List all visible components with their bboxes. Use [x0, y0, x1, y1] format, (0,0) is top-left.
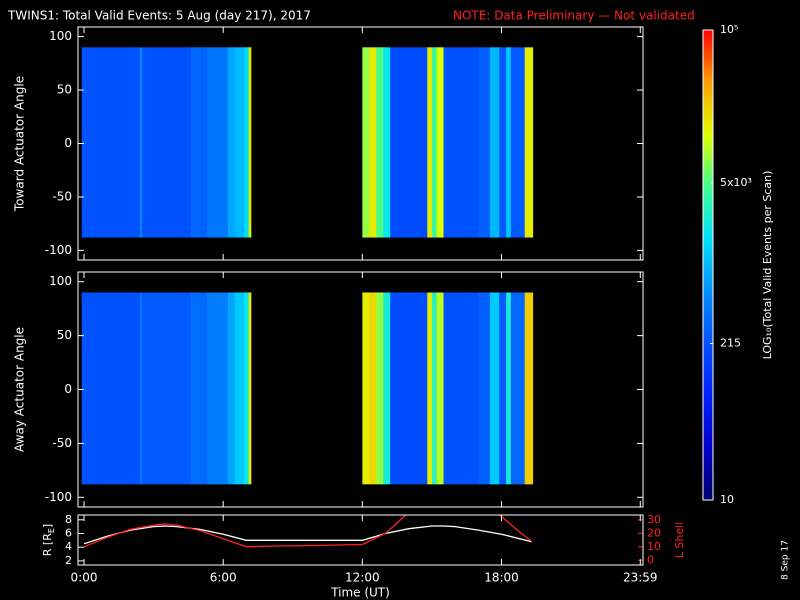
y-tick-label: 0 — [64, 136, 72, 150]
y-tick-label: -50 — [52, 436, 72, 450]
heat-cell — [199, 47, 208, 238]
heat-cell — [227, 47, 236, 238]
y2-tick-label: 30 — [647, 513, 661, 526]
heat-cell — [478, 47, 491, 238]
heat-cell — [244, 292, 250, 485]
heat-cell — [443, 47, 479, 238]
heat-cell — [190, 292, 201, 485]
heat-cell — [390, 47, 428, 238]
y-axis-label: Toward Actuator Angle — [13, 76, 27, 212]
title: TWINS1: Total Valid Events: 5 Aug (day 2… — [7, 9, 311, 23]
heat-cell — [427, 292, 433, 485]
plot-area — [83, 515, 533, 548]
heat-cell — [244, 47, 250, 238]
heat-cell — [362, 292, 370, 485]
heat-cell — [383, 292, 391, 485]
heat-cell — [142, 47, 192, 238]
heat-cell — [369, 47, 377, 238]
heat-cell — [234, 292, 245, 485]
y-tick-label: 50 — [57, 83, 72, 97]
y-axis-label: Away Actuator Angle — [13, 327, 27, 452]
heat-cell — [376, 47, 384, 238]
colorbar-tick-label: 10 — [720, 493, 734, 506]
label-part: ] — [41, 524, 54, 528]
heat-cell — [510, 292, 526, 485]
y-tick-label: 100 — [49, 274, 72, 288]
heat-cell — [248, 47, 252, 238]
heat-cell — [369, 292, 377, 485]
x-tick-label: 18:00 — [484, 571, 519, 585]
heat-cell — [139, 292, 143, 485]
y-tick-label: -100 — [45, 490, 72, 504]
y-tick-label: 4 — [65, 540, 72, 553]
heat-cell — [524, 47, 534, 238]
heat-cell — [390, 292, 428, 485]
heat-cell — [431, 47, 437, 238]
y2-tick-label: 20 — [647, 526, 661, 539]
y-tick-label: 0 — [64, 382, 72, 396]
heat-cell — [142, 292, 192, 485]
heat-cell — [436, 292, 444, 485]
heat-cell — [431, 292, 437, 485]
y-tick-label: 100 — [49, 29, 72, 43]
note: NOTE: Data Preliminary — Not validated — [453, 9, 695, 23]
colorbar-tick-label: 215 — [720, 336, 741, 349]
heat-cell — [489, 47, 500, 238]
heat-cell — [510, 47, 526, 238]
heat-cell — [139, 47, 143, 238]
heat-cell — [427, 47, 433, 238]
y-axis-label: R [RE] — [41, 524, 56, 556]
heat-cell — [478, 292, 491, 485]
heat-cell — [443, 292, 479, 485]
heat-cell — [506, 47, 512, 238]
y2-tick-label: 10 — [647, 540, 661, 553]
plot-frame — [77, 514, 644, 566]
colorbar — [702, 29, 714, 501]
y-tick-label: 50 — [57, 328, 72, 342]
heat-cell — [81, 292, 140, 485]
heat-cell — [506, 292, 512, 485]
x-tick-label: 23:59 — [623, 571, 658, 585]
x-tick-label: 6:00 — [210, 571, 237, 585]
y-tick-label: 6 — [65, 526, 72, 539]
heat-cell — [376, 292, 384, 485]
heat-cell — [81, 47, 140, 238]
heat-cell — [248, 292, 252, 485]
heat-cell — [199, 292, 208, 485]
label-part: R [R — [41, 533, 54, 556]
x-axis-label: Time (UT) — [330, 586, 390, 600]
colorbar-label: LOG₁₀(Total Valid Events per Scan) — [761, 171, 774, 360]
heat-cell — [499, 292, 507, 485]
series-line — [83, 525, 532, 545]
heat-cell — [190, 47, 201, 238]
heat-cell — [499, 47, 507, 238]
colorbar-tick-label: 5x10³ — [720, 176, 752, 189]
heat-cell — [436, 47, 444, 238]
date-stamp: 8 Sep 17 — [781, 540, 791, 580]
heat-cell — [234, 47, 245, 238]
colorbar-tick-label: 10⁵ — [720, 23, 738, 36]
y-tick-label: 8 — [65, 513, 72, 526]
x-tick-label: 12:00 — [345, 571, 380, 585]
y-tick-label: 2 — [65, 554, 72, 567]
y2-axis-label: L Shell — [673, 522, 686, 558]
label-sub: E — [47, 528, 56, 533]
heat-cell — [362, 47, 370, 238]
x-tick-label: 0:00 — [71, 571, 98, 585]
heat-cell — [206, 292, 229, 485]
heat-cell — [383, 47, 391, 238]
y2-tick-label: 0 — [647, 553, 654, 566]
y-tick-label: -50 — [52, 189, 72, 203]
series-line — [83, 515, 533, 548]
heat-cell — [206, 47, 229, 238]
heat-cell — [489, 292, 500, 485]
heat-cell — [227, 292, 236, 485]
y-tick-label: -100 — [45, 243, 72, 257]
heat-cell — [524, 292, 534, 485]
